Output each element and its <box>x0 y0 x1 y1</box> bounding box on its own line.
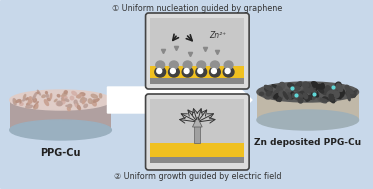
Bar <box>194 125 200 143</box>
Ellipse shape <box>81 98 84 100</box>
Ellipse shape <box>66 105 72 106</box>
Ellipse shape <box>339 90 344 97</box>
Ellipse shape <box>57 101 62 105</box>
Ellipse shape <box>82 96 84 99</box>
Bar <box>150 99 244 147</box>
Bar <box>150 18 244 70</box>
Ellipse shape <box>266 91 271 96</box>
Ellipse shape <box>265 88 272 93</box>
Ellipse shape <box>75 103 78 105</box>
Ellipse shape <box>82 100 85 104</box>
Ellipse shape <box>308 87 317 93</box>
Ellipse shape <box>279 83 285 88</box>
Ellipse shape <box>29 99 31 101</box>
Ellipse shape <box>311 82 318 88</box>
Ellipse shape <box>46 94 48 97</box>
Ellipse shape <box>75 104 76 107</box>
Ellipse shape <box>336 84 343 91</box>
Ellipse shape <box>157 68 162 74</box>
Text: ① Uniform nucleation guided by graphene: ① Uniform nucleation guided by graphene <box>112 4 282 13</box>
Ellipse shape <box>272 85 278 88</box>
Ellipse shape <box>224 61 233 69</box>
Ellipse shape <box>47 98 50 101</box>
Ellipse shape <box>61 101 65 104</box>
Ellipse shape <box>333 86 341 92</box>
Ellipse shape <box>182 67 193 77</box>
Ellipse shape <box>336 88 343 96</box>
Ellipse shape <box>80 93 85 96</box>
Ellipse shape <box>318 98 327 103</box>
Bar <box>150 66 244 78</box>
Ellipse shape <box>92 101 96 106</box>
Ellipse shape <box>313 96 316 99</box>
Ellipse shape <box>279 82 285 88</box>
Ellipse shape <box>329 87 333 92</box>
Ellipse shape <box>26 105 32 108</box>
FancyArrow shape <box>107 80 252 120</box>
Ellipse shape <box>36 92 39 94</box>
Ellipse shape <box>169 67 179 77</box>
Ellipse shape <box>309 86 315 92</box>
Ellipse shape <box>335 82 341 88</box>
Ellipse shape <box>278 86 282 90</box>
Ellipse shape <box>292 93 296 98</box>
Ellipse shape <box>303 94 308 99</box>
Ellipse shape <box>34 102 38 107</box>
Ellipse shape <box>303 82 308 88</box>
Ellipse shape <box>314 91 318 96</box>
Ellipse shape <box>23 98 26 101</box>
Ellipse shape <box>46 92 47 94</box>
Ellipse shape <box>13 99 16 105</box>
FancyBboxPatch shape <box>257 92 358 120</box>
Ellipse shape <box>76 94 82 98</box>
Ellipse shape <box>260 92 264 95</box>
Ellipse shape <box>74 100 77 104</box>
Ellipse shape <box>279 91 285 97</box>
Ellipse shape <box>283 92 288 99</box>
Ellipse shape <box>42 95 46 98</box>
Text: Zn²⁺: Zn²⁺ <box>209 32 226 40</box>
Ellipse shape <box>328 95 335 103</box>
Ellipse shape <box>274 93 280 99</box>
Ellipse shape <box>100 94 102 98</box>
Ellipse shape <box>155 67 166 77</box>
Ellipse shape <box>36 105 38 108</box>
Ellipse shape <box>32 96 34 99</box>
Ellipse shape <box>313 93 319 97</box>
Ellipse shape <box>10 120 112 140</box>
Bar <box>150 143 244 157</box>
Ellipse shape <box>20 103 23 105</box>
Ellipse shape <box>33 93 36 99</box>
Ellipse shape <box>170 68 175 74</box>
Ellipse shape <box>267 87 272 91</box>
Ellipse shape <box>264 93 271 99</box>
Ellipse shape <box>345 85 349 89</box>
Ellipse shape <box>317 84 324 89</box>
Ellipse shape <box>333 95 341 99</box>
Ellipse shape <box>57 94 60 97</box>
Ellipse shape <box>56 102 62 106</box>
FancyBboxPatch shape <box>145 13 249 89</box>
Ellipse shape <box>289 94 295 99</box>
Ellipse shape <box>306 95 311 101</box>
Ellipse shape <box>329 94 333 101</box>
Ellipse shape <box>28 100 32 103</box>
Ellipse shape <box>77 95 80 98</box>
Ellipse shape <box>323 97 328 101</box>
Ellipse shape <box>68 104 72 108</box>
Ellipse shape <box>257 110 358 130</box>
Ellipse shape <box>299 91 304 95</box>
Ellipse shape <box>63 96 66 101</box>
Ellipse shape <box>169 61 178 69</box>
Ellipse shape <box>20 100 21 103</box>
Ellipse shape <box>36 104 38 108</box>
Ellipse shape <box>156 61 164 69</box>
Ellipse shape <box>93 99 99 102</box>
Ellipse shape <box>29 101 32 103</box>
Ellipse shape <box>327 95 333 99</box>
Text: PPG-Cu: PPG-Cu <box>40 148 81 158</box>
Text: Zn deposited PPG-Cu: Zn deposited PPG-Cu <box>254 138 361 147</box>
Ellipse shape <box>62 97 64 100</box>
Ellipse shape <box>288 83 294 88</box>
